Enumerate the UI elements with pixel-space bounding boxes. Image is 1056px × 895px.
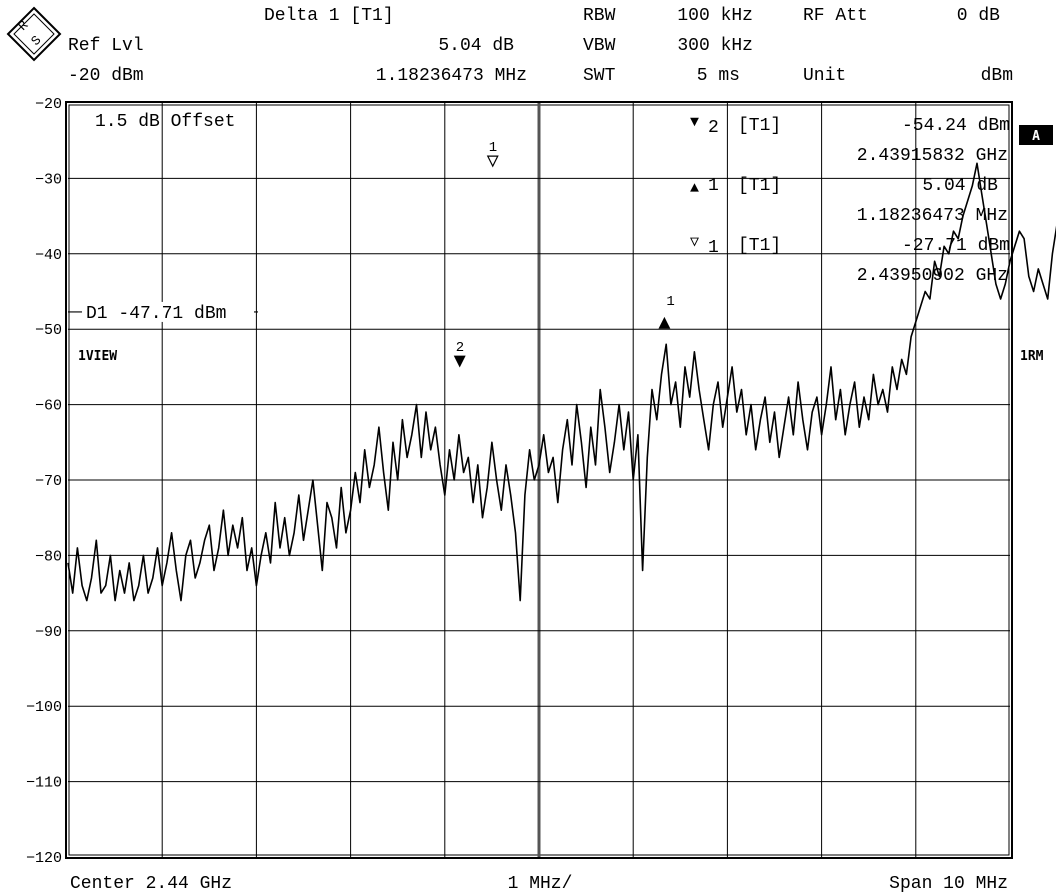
unit-label: Unit bbox=[803, 66, 846, 86]
rbw-label: RBW bbox=[583, 6, 616, 26]
y-axis-ticks: −20 −30 −40 −50 −60 −70 −80 −90 −100 −110 −120 bbox=[26, 96, 62, 867]
y-tick-label: −80 bbox=[35, 548, 62, 565]
marker-table: ▼ 2 [T1] -54.24 dBm 2.43915832 GHz ▲ 1 [… bbox=[690, 114, 1010, 286]
marker-row-1: ▼ 2 [T1] -54.24 dBm 2.43915832 GHz bbox=[690, 114, 1010, 166]
marker-row-2: ▲ 1 [T1] 5.04 dB 1.18236473 MHz bbox=[690, 176, 1008, 226]
marker-2-label: 2 bbox=[456, 340, 464, 356]
center-frequency: Center 2.44 GHz bbox=[70, 874, 232, 894]
swt-value: 5 ms bbox=[697, 66, 740, 86]
y-tick-label: −50 bbox=[35, 322, 62, 339]
y-tick-label: −120 bbox=[26, 850, 62, 867]
y-tick-label: −40 bbox=[35, 247, 62, 264]
marker-row-3-trace: [T1] bbox=[738, 236, 781, 256]
y-tick-label: −30 bbox=[35, 171, 62, 188]
division-label: 1 MHz/ bbox=[508, 874, 573, 894]
trace-markers: 1 2 1 bbox=[453, 140, 675, 368]
svg-text:A: A bbox=[1032, 129, 1040, 144]
spectrum-trace bbox=[67, 162, 1056, 602]
y-tick-label: −60 bbox=[35, 398, 62, 415]
y-tick-label: −100 bbox=[26, 699, 62, 716]
trace-right-label: 1RM bbox=[1020, 349, 1044, 364]
marker-row-3: ▽ 1 [T1] -27.71 dBm 2.43950902 GHz bbox=[690, 234, 1010, 286]
vbw-value: 300 kHz bbox=[677, 36, 753, 56]
unit-value: dBm bbox=[981, 66, 1013, 86]
marker-2-symbol bbox=[453, 355, 466, 368]
ref-lvl-label: Ref Lvl bbox=[68, 36, 144, 56]
y-tick-label: −70 bbox=[35, 473, 62, 490]
y-tick-label: −90 bbox=[35, 624, 62, 641]
marker-3-label: 1 bbox=[666, 294, 674, 310]
rs-logo: R S bbox=[6, 6, 62, 62]
marker-row-2-index: 1 bbox=[708, 176, 719, 196]
marker-3-symbol bbox=[658, 316, 671, 329]
marker-row-1-symbol: ▼ bbox=[690, 114, 699, 131]
header: Delta 1 [T1] Ref Lvl -20 dBm 5.04 dB 1.1… bbox=[68, 6, 1013, 86]
marker-row-2-level: 5.04 dB bbox=[922, 176, 998, 196]
marker-1-symbol bbox=[486, 155, 499, 168]
trace-left-label: 1VIEW bbox=[78, 349, 117, 364]
vbw-label: VBW bbox=[583, 36, 616, 56]
span-label: Span 10 MHz bbox=[889, 874, 1008, 894]
marker-row-3-index: 1 bbox=[708, 238, 719, 258]
display-line-label-bg bbox=[82, 301, 254, 322]
ref-lvl-value: -20 dBm bbox=[68, 66, 144, 86]
a-badge: A bbox=[1019, 125, 1053, 145]
delta-level: 5.04 dB bbox=[438, 36, 514, 56]
marker-row-3-freq: 2.43950902 GHz bbox=[857, 266, 1008, 286]
rbw-value: 100 kHz bbox=[677, 6, 753, 26]
marker-row-1-index: 2 bbox=[708, 118, 719, 138]
y-tick-label: −20 bbox=[35, 96, 62, 113]
marker-row-2-symbol: ▲ bbox=[690, 180, 699, 197]
offset-label: 1.5 dB Offset bbox=[95, 112, 235, 132]
marker-row-2-trace: [T1] bbox=[738, 176, 781, 196]
rf-att-label: RF Att bbox=[803, 6, 868, 26]
marker-row-2-freq: 1.18236473 MHz bbox=[857, 206, 1008, 226]
marker-row-1-trace: [T1] bbox=[738, 116, 781, 136]
marker-row-1-level: -54.24 dBm bbox=[902, 116, 1010, 136]
marker-1-label: 1 bbox=[489, 140, 497, 156]
plot-frame bbox=[65, 101, 1013, 859]
display-line-label: D1 -47.71 dBm bbox=[86, 304, 226, 324]
marker-row-1-freq: 2.43915832 GHz bbox=[857, 146, 1008, 166]
delta-freq: 1.18236473 MHz bbox=[376, 66, 527, 86]
marker-row-3-level: -27.71 dBm bbox=[902, 236, 1010, 256]
marker-row-3-symbol: ▽ bbox=[690, 234, 699, 251]
y-tick-label: −110 bbox=[26, 775, 62, 792]
delta-title: Delta 1 [T1] bbox=[264, 6, 394, 26]
swt-label: SWT bbox=[583, 66, 616, 86]
rf-att-value: 0 dB bbox=[957, 6, 1000, 26]
footer: Center 2.44 GHz 1 MHz/ Span 10 MHz bbox=[70, 874, 1008, 894]
